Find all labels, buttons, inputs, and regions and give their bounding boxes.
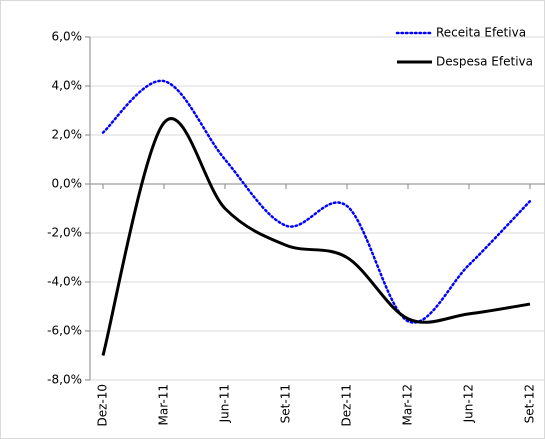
y-tick-label: 4,0% bbox=[52, 79, 83, 93]
x-tick-label: Mar-12 bbox=[401, 384, 415, 425]
y-tick-label: 2,0% bbox=[52, 128, 83, 142]
legend-label: Despesa Efetiva bbox=[436, 55, 533, 69]
legend-label: Receita Efetiva bbox=[436, 26, 526, 40]
y-tick-label: 6,0% bbox=[52, 30, 83, 44]
series-line bbox=[101, 117, 531, 356]
x-tick-label: Dez-11 bbox=[340, 384, 354, 427]
x-tick-label: Mar-11 bbox=[157, 384, 171, 425]
x-tick-label: Set-12 bbox=[523, 384, 537, 423]
y-tick-label: -2,0% bbox=[47, 226, 82, 240]
y-tick-label: 0,0% bbox=[52, 177, 83, 191]
series-line bbox=[101, 79, 532, 324]
y-tick-label: -4,0% bbox=[47, 275, 82, 289]
x-tick-label: Set-11 bbox=[279, 384, 293, 423]
y-tick-label: -8,0% bbox=[47, 373, 82, 387]
x-tick-label: Jun-12 bbox=[462, 384, 476, 423]
x-tick-label: Dez-10 bbox=[96, 384, 110, 427]
x-tick-label: Jun-11 bbox=[218, 384, 232, 423]
y-tick-label: -6,0% bbox=[47, 324, 82, 338]
